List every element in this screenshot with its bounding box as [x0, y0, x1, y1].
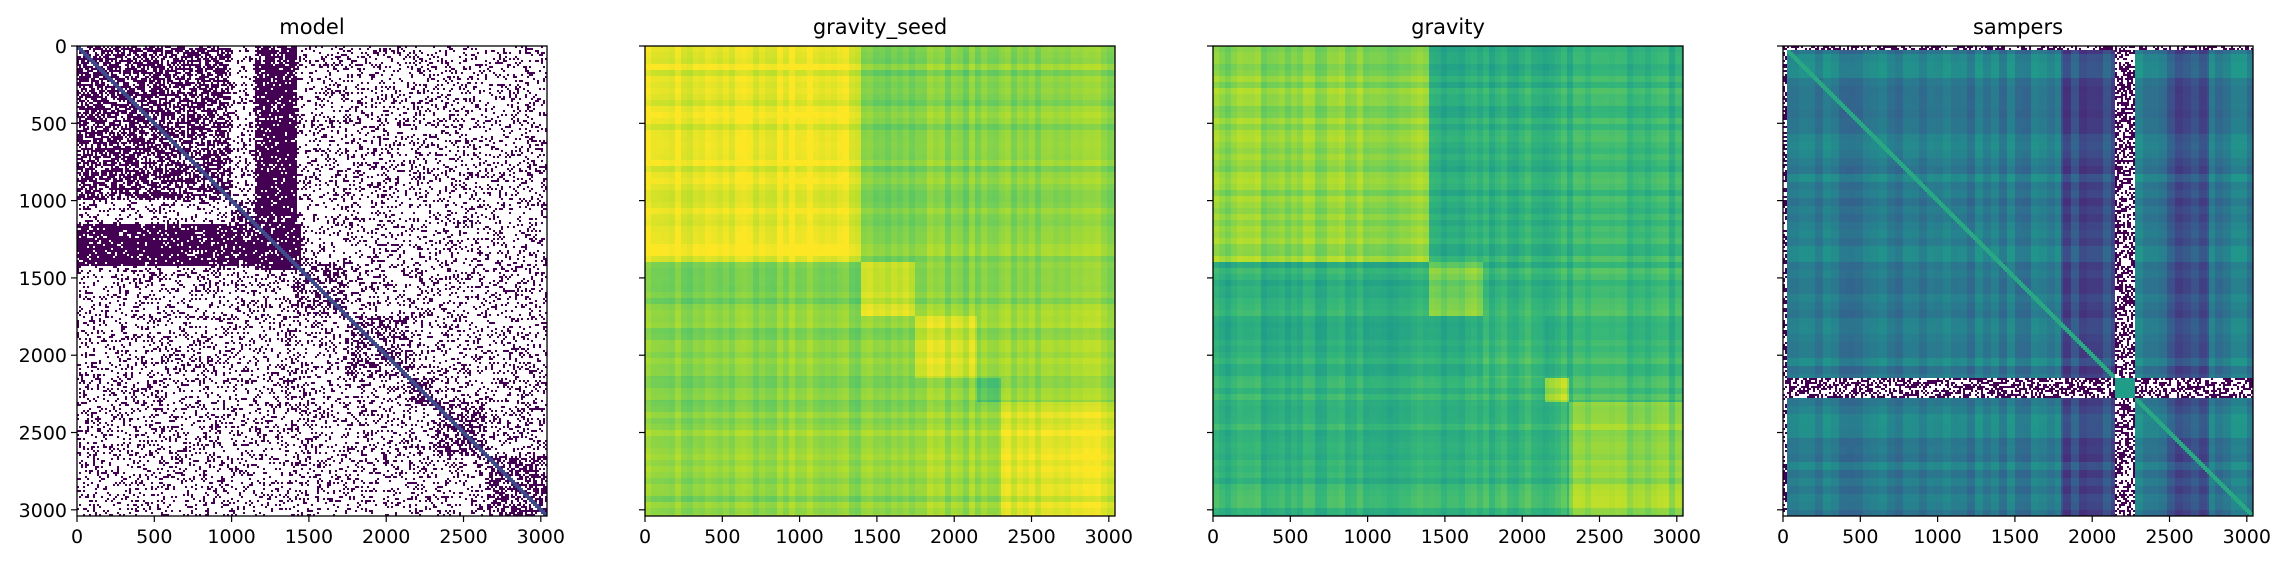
x-tick-label: 0: [71, 526, 83, 548]
x-tick-label: 3000: [2223, 526, 2271, 548]
x-tick-label: 1500: [1991, 526, 2039, 548]
x-tick-label: 1500: [1421, 526, 1469, 548]
axes-frame: [644, 45, 1116, 517]
x-tick-label: 500: [136, 526, 172, 548]
x-tick-label: 1500: [285, 526, 333, 548]
heatmap-image: [77, 46, 547, 516]
x-tick-label: 2500: [439, 526, 487, 548]
y-tick-label: 2500: [19, 423, 67, 445]
x-tick-label: 2000: [362, 526, 410, 548]
x-tick-label: 2500: [1007, 526, 1055, 548]
x-tick-label: 500: [1842, 526, 1878, 548]
axes-frame: [76, 45, 548, 517]
y-tick-label: 1000: [19, 191, 67, 213]
y-tick-label: 3000: [19, 500, 67, 522]
y-tick-label: 500: [31, 113, 67, 135]
panel-title: sampers: [1973, 15, 2063, 39]
x-tick-label: 3000: [517, 526, 565, 548]
heatmap-image: [1783, 46, 2253, 516]
x-tick-label: 0: [1777, 526, 1789, 548]
heatmap-image: [1213, 46, 1683, 516]
x-tick-label: 0: [639, 526, 651, 548]
x-tick-label: 2000: [930, 526, 978, 548]
x-tick-label: 0: [1207, 526, 1219, 548]
x-tick-label: 2500: [1575, 526, 1623, 548]
x-tick-label: 2000: [1498, 526, 1546, 548]
x-tick-label: 1000: [207, 526, 255, 548]
x-tick-label: 3000: [1653, 526, 1701, 548]
panel-title: gravity_seed: [813, 15, 947, 40]
y-tick-label: 1500: [19, 268, 67, 290]
heatmap-panel-3: gravity 0 500 1000 1500 2000 2500 3000: [1207, 15, 1701, 548]
x-tick-label: 1000: [1913, 526, 1961, 548]
axes-frame: [1782, 45, 2254, 517]
x-tick-label: 1500: [853, 526, 901, 548]
x-tick-label: 1000: [775, 526, 823, 548]
axes-frame: [1212, 45, 1684, 517]
x-tick-label: 2000: [2068, 526, 2116, 548]
x-tick-label: 1000: [1343, 526, 1391, 548]
x-tick-label: 500: [704, 526, 740, 548]
x-tick-label: 3000: [1085, 526, 1133, 548]
y-tick-label: 2000: [19, 345, 67, 367]
heatmap-panel-4: sampers 0 500 1000 1500 2000 2500 3000: [1777, 15, 2271, 548]
x-tick-label: 500: [1272, 526, 1308, 548]
x-tick-label: 2500: [2145, 526, 2193, 548]
y-tick-label: 0: [55, 36, 67, 58]
heatmap-panel-2: gravity_seed 0 500 1000 1500 2000 2500 3000: [639, 15, 1133, 548]
heatmap-image: [645, 46, 1115, 516]
panel-title: gravity: [1411, 15, 1485, 39]
panel-title: model: [279, 15, 344, 39]
